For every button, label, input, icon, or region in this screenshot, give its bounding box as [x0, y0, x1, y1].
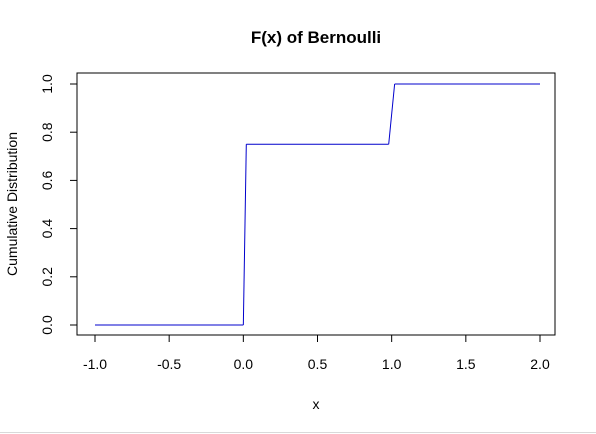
- cdf-line-segment: [242, 144, 247, 326]
- x-tick-label: 1.0: [382, 356, 402, 372]
- y-axis-ticks: 0.0 0.2 0.4 0.6 0.8 1.0: [39, 74, 77, 335]
- y-tick-label: 0.8: [39, 122, 55, 142]
- plot-area-frame: [76, 72, 556, 336]
- y-tick-label: 0.4: [39, 219, 55, 239]
- x-tick-label: -0.5: [157, 356, 181, 372]
- x-tick-label: 0.5: [308, 356, 328, 372]
- series-layer: [95, 83, 540, 326]
- cdf-line-segment: [388, 83, 396, 145]
- x-tick-label: 0.0: [234, 356, 254, 372]
- x-tick-label: 2.0: [530, 356, 550, 372]
- y-tick-label: 0.2: [39, 267, 55, 287]
- x-tick-label: 1.5: [456, 356, 476, 372]
- x-tick-label: -1.0: [83, 356, 107, 372]
- x-axis-ticks: -1.0 -0.5 0.0 0.5 1.0 1.5 2.0: [83, 335, 550, 372]
- x-axis-label: x: [313, 396, 320, 412]
- y-axis-label: Cumulative Distribution: [4, 132, 20, 276]
- y-tick-label: 1.0: [39, 74, 55, 94]
- chart-title: F(x) of Bernoulli: [251, 28, 381, 47]
- y-tick-label: 0.0: [39, 315, 55, 335]
- y-tick-label: 0.6: [39, 170, 55, 190]
